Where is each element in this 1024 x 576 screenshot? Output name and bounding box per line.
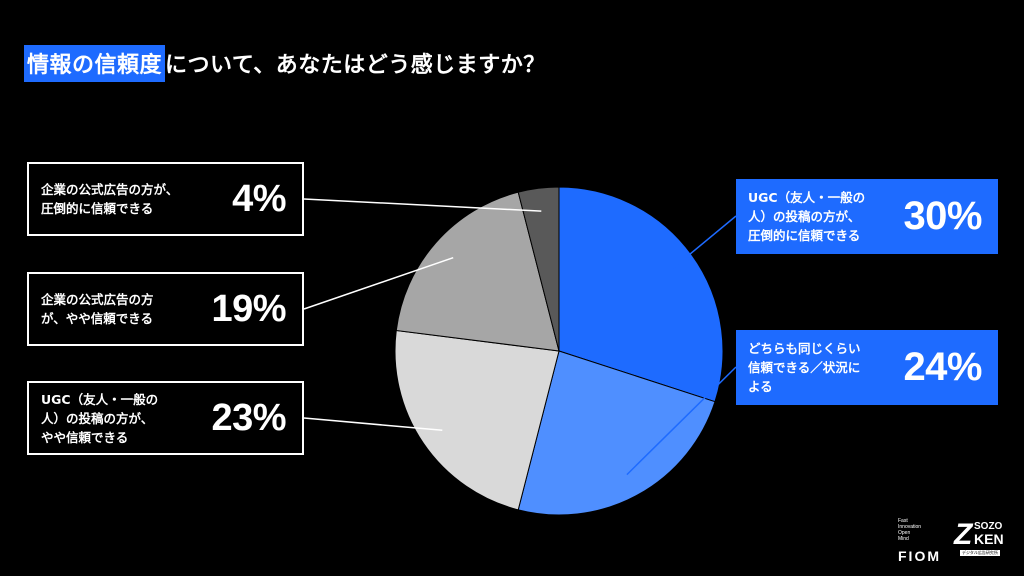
leader-line-3	[303, 417, 443, 432]
pie-slice-5	[517, 186, 560, 352]
brand-logo: Fast Innovation Open Mind FIOM Z SOZO KE…	[898, 518, 1016, 564]
pie-slice-3	[394, 329, 560, 511]
title-rest: について、あなたはどう感じますか？	[165, 53, 546, 78]
label-ad-slight-percent: 19%	[211, 287, 286, 330]
label-ugc-strong: UGC（友人・一般の 人）の投稿の方が、 圧倒的に信頼できる 30%	[736, 179, 998, 254]
pie-slice-1	[558, 186, 724, 403]
label-ugc-slight: UGC（友人・一般の 人）の投稿の方が、 やや信頼できる 23%	[27, 381, 304, 455]
sozo-tag-text: デジタル広告研究所	[960, 550, 1000, 556]
sozo-top-text: SOZO	[974, 521, 1003, 532]
fiom-tagline: Fast Innovation Open Mind	[898, 518, 922, 542]
leader-line-1	[672, 215, 737, 269]
fiom-logo-text: FIOM	[898, 548, 941, 564]
label-ad-strong: 企業の公式広告の方が、 圧倒的に信頼できる 4%	[27, 162, 304, 236]
leader-line-2	[626, 366, 737, 476]
label-ugc-strong-text: UGC（友人・一般の 人）の投稿の方が、 圧倒的に信頼できる	[748, 190, 866, 243]
title-highlight: 情報の信頼度	[24, 44, 166, 82]
label-same: どちらも同じくらい 信頼できる／状況に よる 24%	[736, 330, 998, 405]
leader-line-5	[303, 198, 542, 212]
sozo-z-mark: Z	[954, 518, 973, 551]
pie-slice-2	[517, 350, 716, 516]
label-ad-strong-text: 企業の公式広告の方が、 圧倒的に信頼できる	[41, 182, 179, 216]
label-ugc-strong-percent: 30%	[903, 194, 982, 238]
label-ad-slight-text: 企業の公式広告の方 が、やや信頼できる	[41, 292, 154, 326]
label-ad-slight: 企業の公式広告の方 が、やや信頼できる 19%	[27, 272, 304, 346]
label-ugc-slight-text: UGC（友人・一般の 人）の投稿の方が、 やや信頼できる	[41, 391, 159, 445]
label-same-percent: 24%	[903, 345, 982, 389]
pie-slice-4	[395, 191, 560, 352]
leader-line-4	[303, 256, 454, 310]
sozo-bottom-text: KEN	[974, 531, 1004, 547]
label-ad-strong-percent: 4%	[232, 177, 286, 220]
label-ugc-slight-percent: 23%	[211, 396, 286, 439]
page-title: 情報の信頼度 について、あなたはどう感じますか？	[24, 44, 546, 82]
label-same-text: どちらも同じくらい 信頼できる／状況に よる	[748, 341, 861, 394]
